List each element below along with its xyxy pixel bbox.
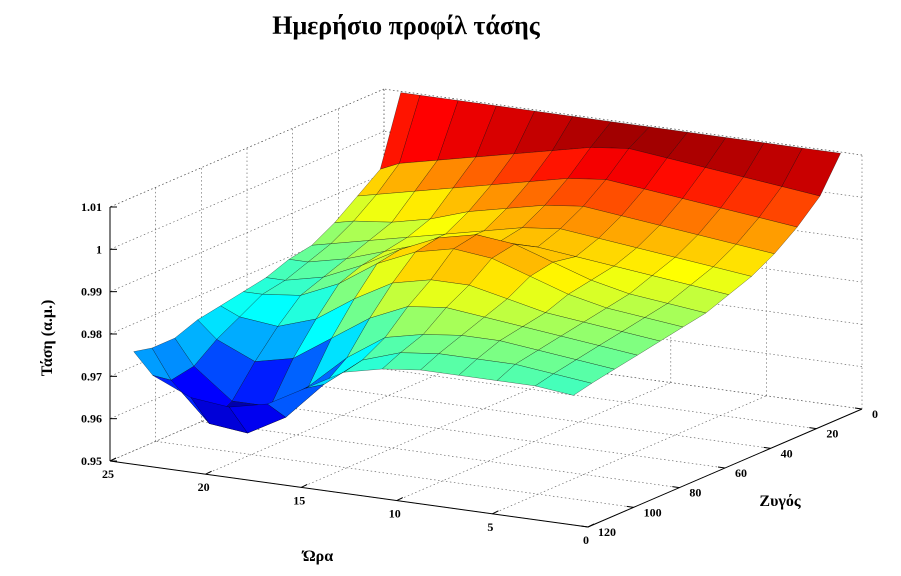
box-top-back: [383, 88, 863, 156]
z-tick-label: 0.96: [81, 412, 102, 426]
y-tick-mark: [763, 446, 771, 449]
y-tick-mark: [809, 427, 817, 430]
z-tick-label: 1: [96, 242, 102, 256]
x-tick-label: 20: [198, 480, 210, 494]
z-tick-label: 0.99: [81, 285, 102, 299]
tick-labels: 0 5 10 15 20 25 0 20 40 60 80 100 120 0.95 0.96 0.97 0.9…: [81, 200, 878, 547]
x-tick-mark: [587, 523, 595, 528]
z-tick-label: 0.98: [81, 327, 102, 341]
y-axis-label: Ζυγός: [759, 493, 800, 510]
floor-grid-x: [301, 369, 576, 488]
z-tick-label: 0.95: [81, 454, 102, 468]
z-axis-label: Τάση (α.μ.): [39, 300, 56, 377]
x-tick-mark: [396, 497, 404, 502]
x-tick-mark: [300, 483, 308, 488]
x-tick-label: 10: [389, 507, 401, 521]
y-tick-label: 120: [598, 525, 616, 539]
surface-plot: [133, 92, 841, 434]
floor-grid-y: [338, 362, 817, 429]
x-tick-mark: [205, 470, 212, 475]
y-tick-mark: [580, 525, 589, 528]
box-top-side: [109, 88, 385, 208]
y-tick-mark: [854, 407, 863, 410]
floor-grid-y: [292, 382, 771, 449]
y-tick-label: 60: [735, 466, 747, 480]
chart-title: Ημερήσιο προφίλ τάσης: [272, 11, 541, 40]
y-tick-mark: [626, 505, 634, 508]
x-tick-label: 0: [583, 533, 589, 547]
y-tick-label: 0: [872, 407, 878, 421]
sidewall-grid-z: [109, 131, 385, 250]
x-axis-label: Ώρα: [301, 548, 333, 565]
sidewall-grid-z: [109, 173, 385, 292]
x-axis-line: [109, 460, 589, 528]
floor-grid-y: [246, 401, 726, 469]
x-tick-label: 25: [102, 467, 114, 481]
floor-grid-y: [155, 441, 634, 508]
y-tick-mark: [672, 486, 680, 489]
z-tick-label: 0.97: [81, 369, 102, 383]
x-tick-mark: [492, 510, 499, 515]
z-tick-label: 1.01: [81, 200, 102, 214]
y-tick-label: 40: [781, 446, 793, 460]
y-tick-mark: [717, 466, 726, 469]
floor-grid-x: [205, 355, 480, 475]
y-tick-label: 80: [689, 486, 701, 500]
sidewall-grid-z: [109, 215, 385, 335]
y-tick-label: 100: [644, 505, 662, 519]
floor-grid-y: [201, 421, 680, 488]
surface-cell: [534, 373, 593, 396]
x-tick-label: 15: [293, 493, 305, 507]
axes-frame: [109, 206, 863, 528]
y-tick-label: 20: [826, 427, 838, 441]
x-tick-label: 5: [487, 520, 493, 534]
backwall-grid-z: [383, 342, 863, 410]
